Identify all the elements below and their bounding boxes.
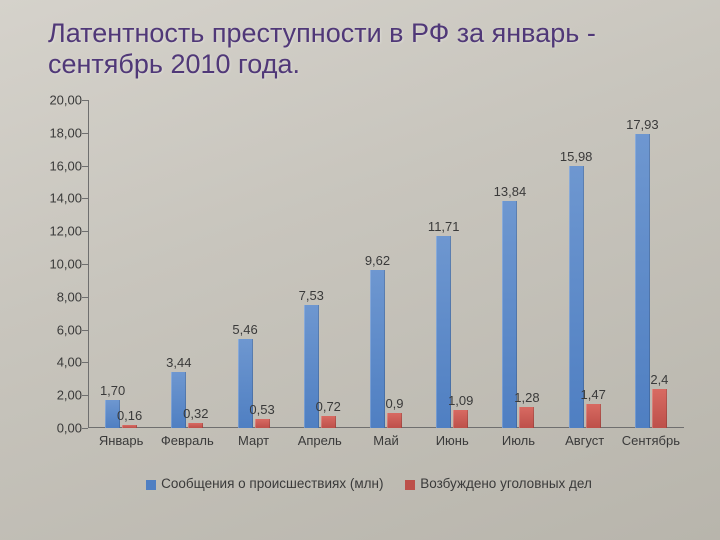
y-tick-label: 4,00 [28,355,82,370]
bar-value-label: 0,9 [385,396,403,411]
legend-label-2: Возбуждено уголовных дел [420,476,592,491]
bar-group: 7,53 0,72 [287,100,353,428]
legend-label-1: Сообщения о происшествиях (млн) [161,476,383,491]
bar-group: 5,46 0,53 [220,100,286,428]
bar-series2: 1,09 [453,410,468,428]
bar-series2: 0,16 [122,425,137,428]
bar-group: 3,44 0,32 [154,100,220,428]
bar-value-label: 0,72 [316,399,341,414]
bar-value-label: 17,93 [626,117,659,132]
x-tick-label: Июнь [436,433,469,448]
bar-value-label: 11,71 [428,219,460,234]
y-tick-label: 6,00 [28,322,82,337]
bar-value-label: 1,70 [100,383,125,398]
bar-series1: 9,62 [370,270,385,428]
x-tick-label: Сентябрь [622,433,680,448]
bar-series2: 0,72 [321,416,336,428]
bar-series2: 2,4 [652,389,667,428]
bar-group: 11,71 1,09 [419,100,485,428]
bar-group: 17,932,4 [618,100,684,428]
x-tick-label: Май [373,433,398,448]
bar-value-label: 3,44 [166,355,191,370]
bar-value-label: 1,47 [581,387,606,402]
x-tick-label: Апрель [298,433,342,448]
bar-series1: 17,93 [635,134,650,428]
bar-value-label: 5,46 [232,322,257,337]
bar-value-label: 1,09 [448,393,473,408]
bar-value-label: 13,84 [494,184,527,199]
bar-value-label: 9,62 [365,253,390,268]
y-tick-label: 10,00 [28,257,82,272]
bar-value-label: 2,4 [650,372,668,387]
x-tick-label: Август [565,433,604,448]
bar-value-label: 1,28 [514,390,539,405]
bar-group: 15,98 1,47 [552,100,618,428]
chart-container: 1,700,163,440,325,460,537,530,729,620,91… [28,94,692,474]
y-tick-label: 18,00 [28,125,82,140]
legend: Сообщения о происшествиях (млн) Возбужде… [0,476,720,491]
bar-value-label: 7,53 [299,288,324,303]
x-tick-label: Февраль [161,433,214,448]
x-tick-label: Июль [502,433,535,448]
y-tick-label: 2,00 [28,388,82,403]
y-tick-label: 12,00 [28,224,82,239]
bar-value-label: 0,16 [117,408,142,423]
y-tick-label: 14,00 [28,191,82,206]
bar-series2: 1,28 [519,407,534,428]
bar-series2: 0,53 [255,419,270,428]
x-tick-label: Январь [99,433,144,448]
bar-value-label: 0,53 [249,402,274,417]
bar-series2: 0,32 [188,423,203,428]
plot-area: 1,700,163,440,325,460,537,530,729,620,91… [88,100,684,428]
y-tick-label: 8,00 [28,289,82,304]
bar-group: 13,84 1,28 [485,100,551,428]
bar-series2: 1,47 [586,404,601,428]
y-tick-label: 20,00 [28,93,82,108]
legend-swatch-2 [405,480,415,490]
bar-value-label: 0,32 [183,406,208,421]
bar-series2: 0,9 [387,413,402,428]
legend-swatch-1 [146,480,156,490]
x-tick-label: Март [238,433,269,448]
chart-title: Латентность преступности в РФ за январь … [0,0,720,86]
y-tick-label: 16,00 [28,158,82,173]
bar-value-label: 15,98 [560,149,593,164]
bar-group: 1,70 0,16 [88,100,154,428]
bar-group: 9,620,9 [353,100,419,428]
y-tick-label: 0,00 [28,421,82,436]
